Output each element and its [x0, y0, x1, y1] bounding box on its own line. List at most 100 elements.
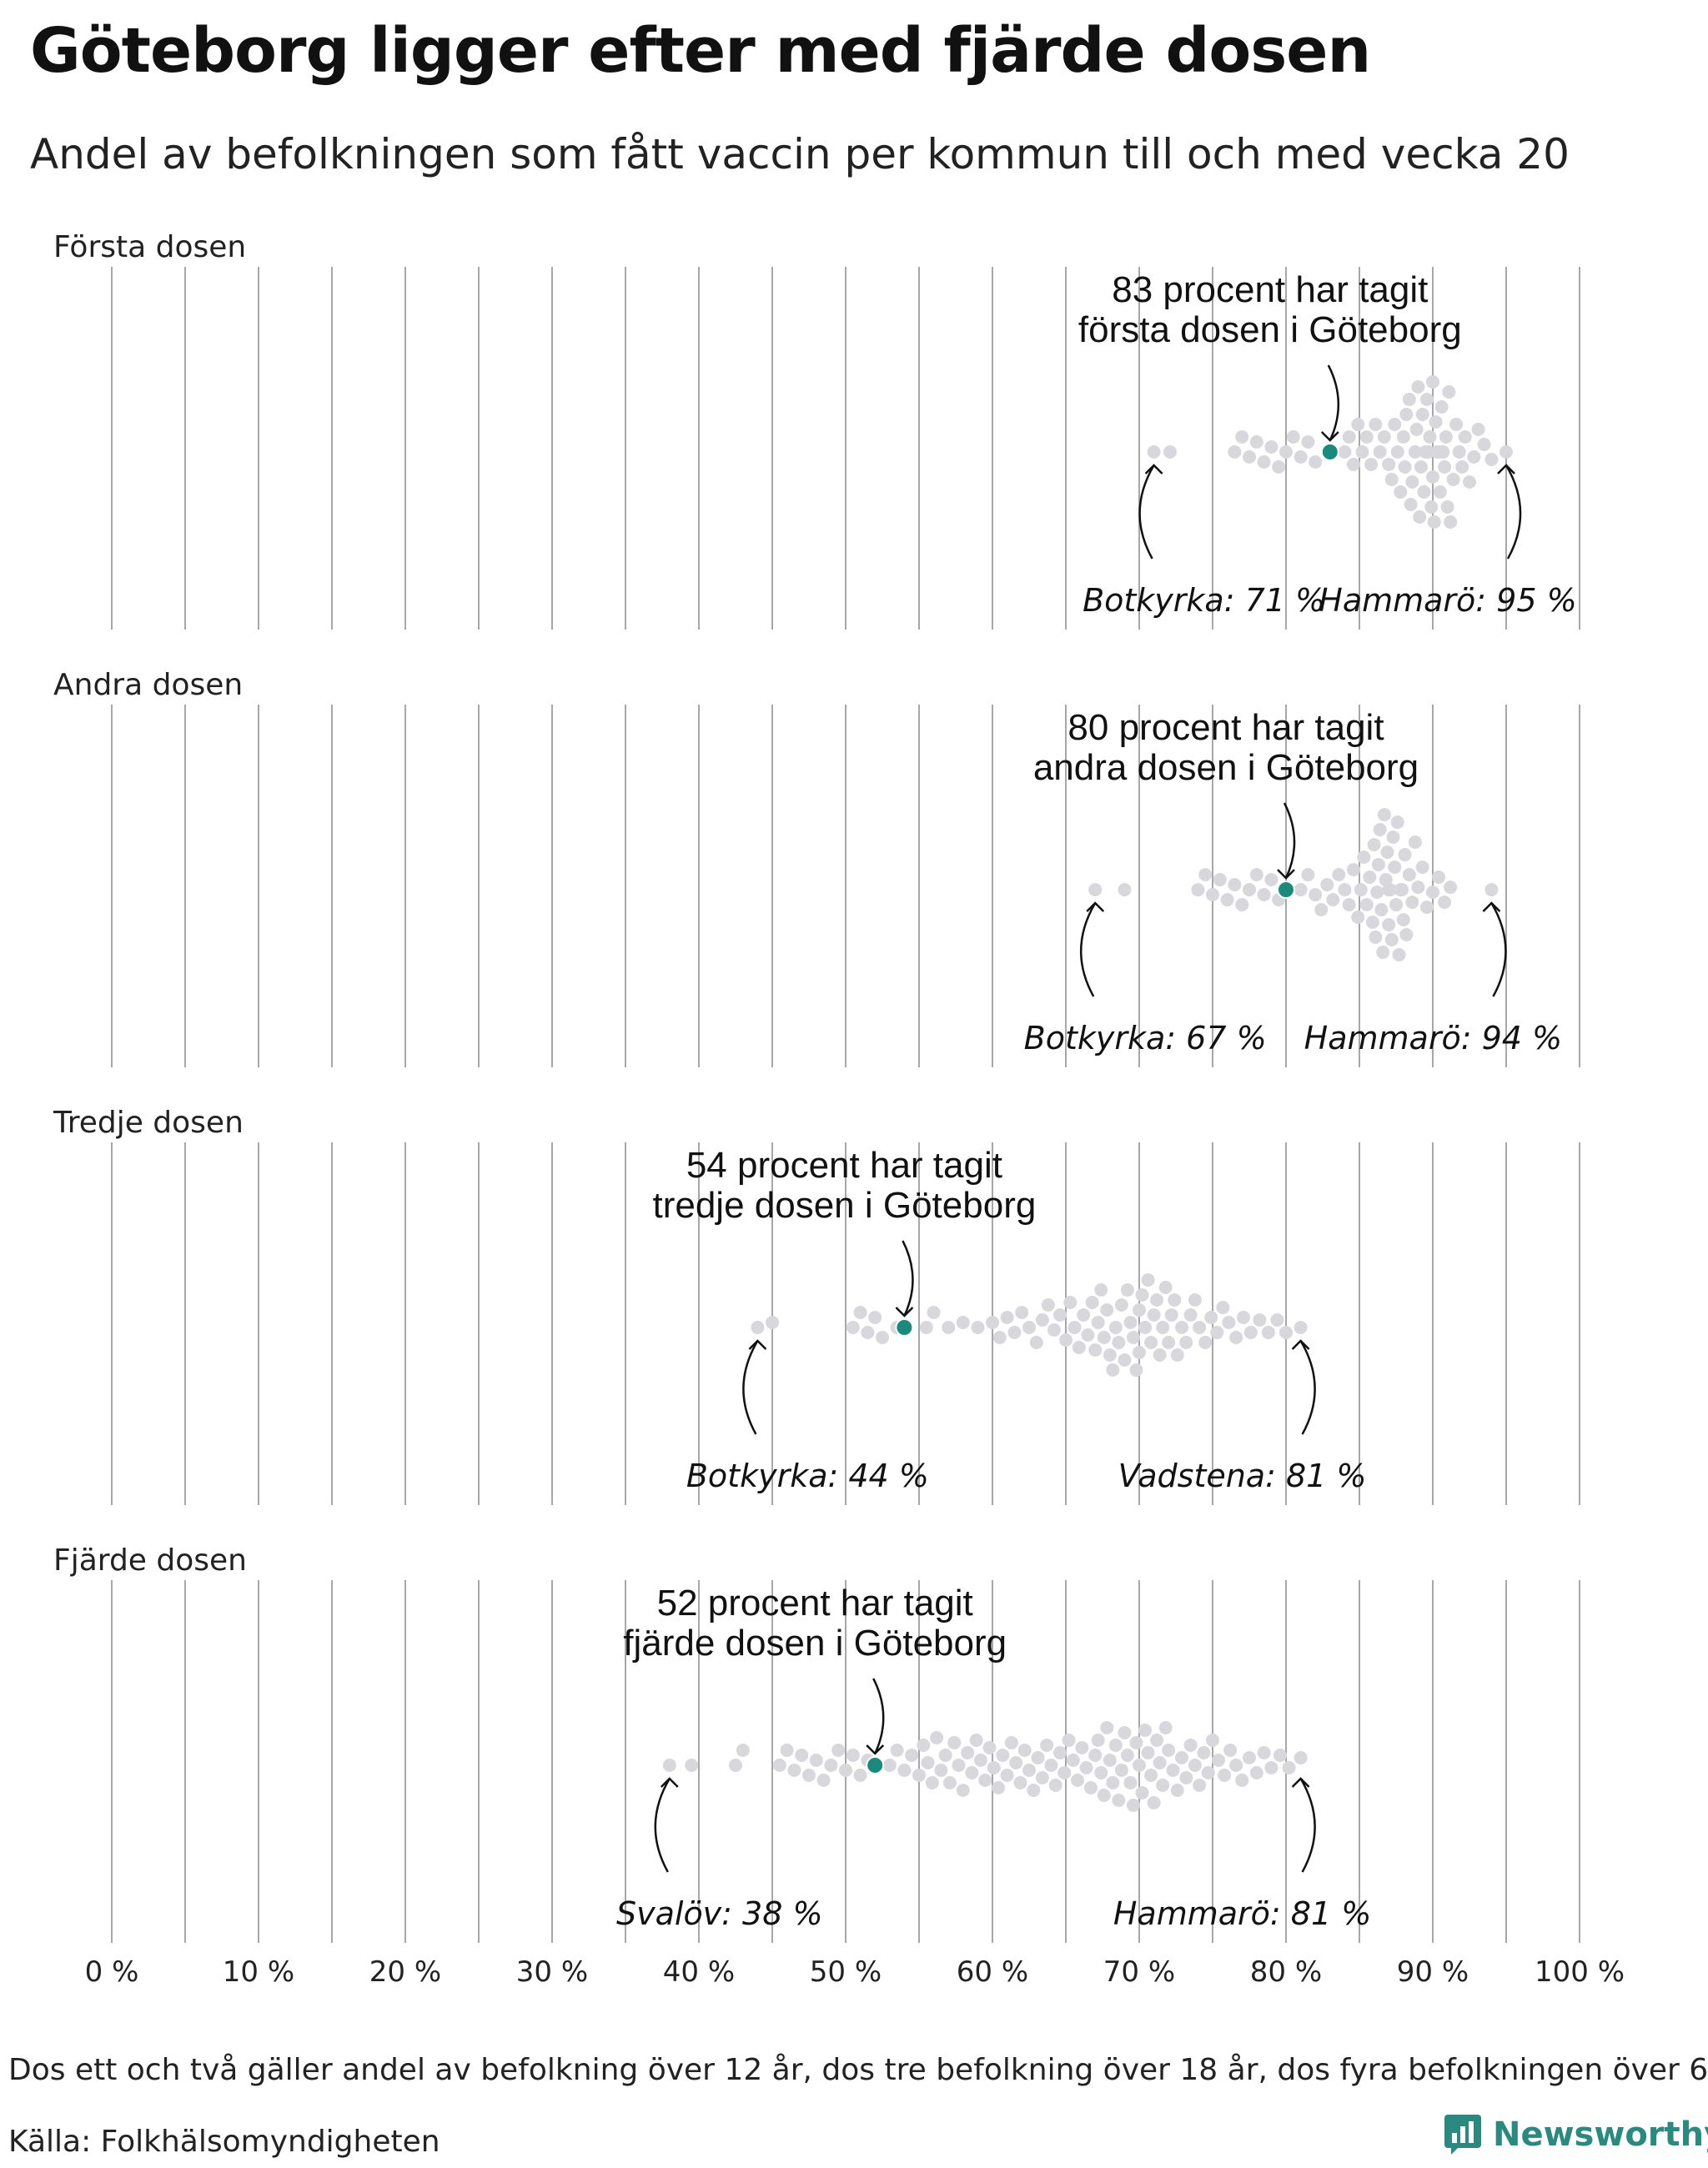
- municipality-dot: [729, 1759, 742, 1772]
- municipality-dot: [1376, 946, 1390, 959]
- municipality-dot: [882, 1759, 897, 1772]
- municipality-dot: [1396, 913, 1410, 926]
- high-arrow: [1299, 1340, 1316, 1435]
- municipality-dot: [912, 1769, 926, 1782]
- municipality-dot: [1411, 881, 1425, 894]
- municipality-dot: [1175, 1751, 1189, 1764]
- municipality-dot: [1085, 1296, 1099, 1309]
- municipality-dot: [1351, 418, 1365, 431]
- municipality-dot: [1386, 831, 1400, 844]
- municipality-dot: [1369, 418, 1383, 431]
- municipality-dot: [1031, 1751, 1045, 1764]
- municipality-dot: [965, 1766, 979, 1779]
- municipality-dot: [1052, 1746, 1067, 1759]
- low-label: Svalöv: 38 %: [616, 1895, 823, 1932]
- municipality-dot: [1094, 1283, 1108, 1297]
- municipality-dot: [947, 1736, 962, 1749]
- goteborg-callout-line2: tredje dosen i Göteborg: [652, 1185, 1036, 1226]
- panel-title: Tredje dosen: [53, 1106, 244, 1140]
- municipality-dot: [1183, 1308, 1198, 1322]
- municipality-dot: [1118, 1353, 1132, 1367]
- municipality-dot: [1434, 400, 1449, 414]
- municipality-dot: [1382, 458, 1396, 471]
- municipality-dot: [1153, 1348, 1167, 1362]
- municipality-dot: [1402, 393, 1416, 406]
- municipality-dot: [1135, 1288, 1149, 1302]
- municipality-dot: [1206, 888, 1219, 901]
- municipality-dot: [1484, 453, 1499, 466]
- municipality-dot: [1175, 1321, 1189, 1334]
- municipality-dot: [1088, 1343, 1103, 1357]
- municipality-dot: [1198, 868, 1213, 881]
- municipality-dot: [1243, 450, 1256, 464]
- municipality-dot: [1183, 1739, 1198, 1752]
- municipality-dot: [1433, 485, 1447, 499]
- municipality-dot: [1118, 883, 1132, 896]
- municipality-dot: [787, 1764, 801, 1777]
- municipality-dot: [1279, 445, 1293, 459]
- callout-arrowhead: [1320, 431, 1339, 442]
- municipality-dot: [1438, 460, 1452, 474]
- municipality-dot: [1091, 1734, 1105, 1747]
- municipality-dot: [992, 1781, 1006, 1794]
- municipality-dot: [1017, 1744, 1032, 1757]
- municipality-dot: [1282, 1761, 1296, 1774]
- municipality-dot: [1365, 916, 1379, 929]
- municipality-dot: [831, 1744, 846, 1757]
- municipality-dot: [1257, 1746, 1271, 1759]
- x-tick-label: 90 %: [1397, 1955, 1469, 1989]
- brand-name: Newsworthy: [1493, 2115, 1708, 2154]
- municipality-dot: [969, 1734, 983, 1747]
- high-label: Hammarö: 94 %: [1304, 1020, 1562, 1056]
- panel-title: Fjärde dosen: [53, 1543, 247, 1578]
- municipality-dot: [1201, 1766, 1215, 1779]
- municipality-dot: [685, 1759, 699, 1772]
- municipality-dot: [1029, 1336, 1043, 1349]
- municipality-dot: [876, 1331, 889, 1344]
- municipality-dot: [1309, 888, 1323, 901]
- municipality-dot: [1272, 460, 1286, 474]
- municipality-dot: [1079, 1761, 1093, 1774]
- municipality-dot: [1191, 883, 1205, 896]
- municipality-dot: [1264, 440, 1278, 454]
- municipality-dot: [1114, 1764, 1128, 1777]
- municipality-dot: [992, 1331, 1007, 1344]
- municipality-dot: [1138, 1321, 1153, 1334]
- municipality-dot: [1035, 1771, 1049, 1784]
- municipality-dot: [1417, 485, 1431, 499]
- high-arrow: [1505, 464, 1522, 560]
- municipality-dot: [1047, 1323, 1061, 1337]
- municipality-dot: [1415, 861, 1429, 874]
- x-tick-label: 80 %: [1250, 1955, 1322, 1989]
- municipality-dot: [1156, 1321, 1170, 1334]
- municipality-dot: [1273, 1749, 1287, 1762]
- municipality-dot: [1013, 1776, 1027, 1789]
- municipality-dot: [986, 1316, 999, 1329]
- municipality-dot: [1426, 375, 1439, 389]
- municipality-dot: [1126, 1331, 1140, 1344]
- low-label: Botkyrka: 71 %: [1083, 582, 1325, 619]
- municipality-dot: [1438, 896, 1452, 909]
- municipality-dot: [1206, 1734, 1219, 1747]
- goteborg-dot: [895, 1318, 914, 1337]
- municipality-dot: [1164, 1308, 1178, 1322]
- municipality-dot: [978, 1774, 992, 1787]
- municipality-dot: [795, 1749, 809, 1762]
- municipality-dot: [839, 1764, 852, 1777]
- municipality-dot: [1243, 1751, 1256, 1764]
- municipality-dot: [1354, 883, 1368, 896]
- municipality-dot: [1213, 873, 1227, 886]
- municipality-dot: [1388, 418, 1402, 431]
- municipality-dot: [1216, 1301, 1230, 1314]
- municipality-dot: [1193, 1779, 1207, 1792]
- municipality-dot: [1390, 816, 1404, 829]
- municipality-dot: [1141, 1746, 1155, 1759]
- municipality-dot: [930, 1731, 944, 1744]
- low-arrow: [742, 1340, 759, 1435]
- municipality-dot: [1377, 808, 1391, 821]
- municipality-dot: [1444, 881, 1458, 894]
- newsworthy-logo[interactable]: Newsworthy: [1444, 2115, 1708, 2155]
- municipality-dot: [952, 1759, 966, 1772]
- goteborg-dot: [866, 1756, 885, 1774]
- municipality-dot: [1427, 515, 1441, 529]
